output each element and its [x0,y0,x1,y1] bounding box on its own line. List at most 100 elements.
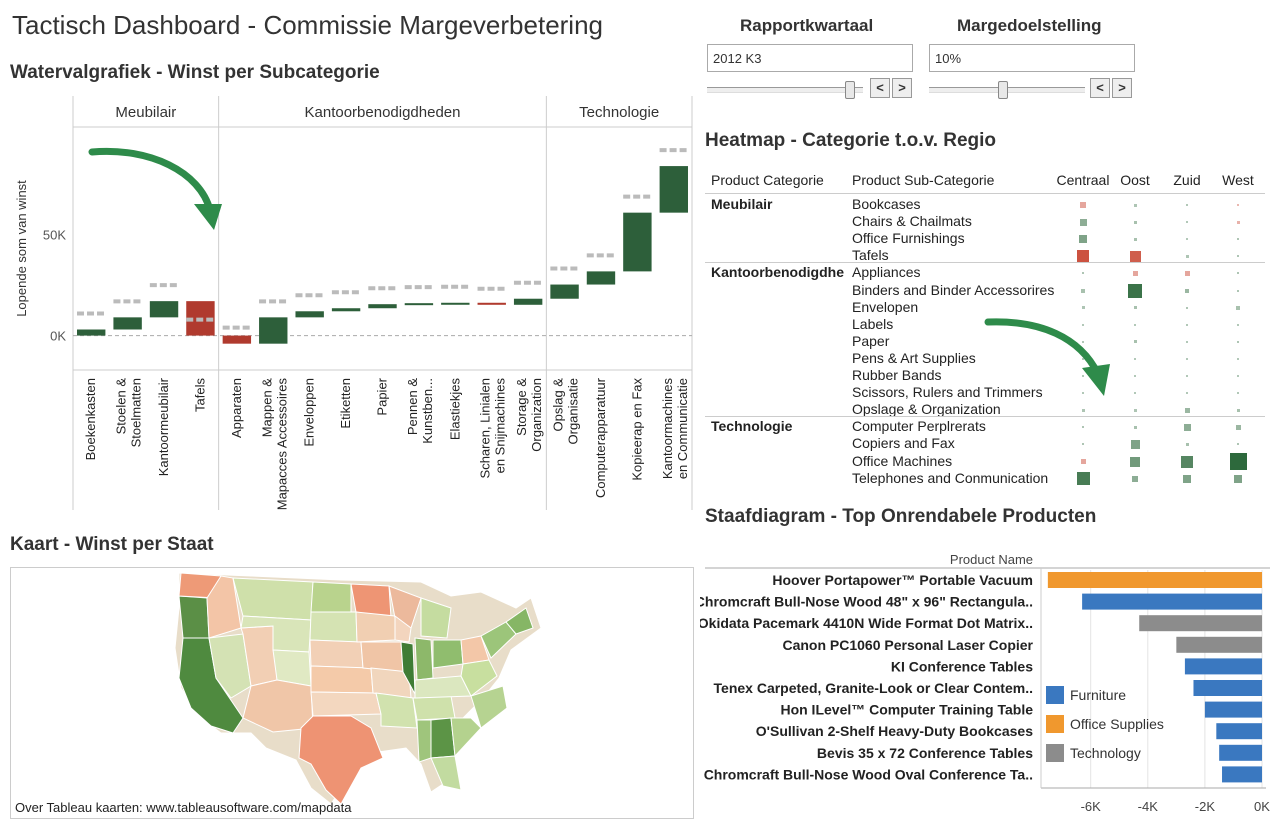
heatmap-region-header[interactable]: West [1222,172,1254,188]
heatmap-cell[interactable] [1081,408,1085,412]
heatmap-cell[interactable] [1237,204,1239,206]
heatmap-cell[interactable] [1183,423,1191,431]
heatmap-cell[interactable] [1237,272,1239,275]
bar-product-label[interactable]: Okidata Pacemark 4410N Wide Format Dot M… [700,615,1033,631]
heatmap-cell[interactable] [1186,238,1188,241]
heatmap-cell[interactable] [1133,340,1137,344]
bar-rect[interactable] [1139,615,1262,632]
bar-product-label[interactable]: Canon PC1060 Personal Laser Copier [782,637,1033,653]
heatmap-cell[interactable] [1134,357,1136,360]
param-margin-input[interactable] [929,44,1135,72]
bar-rect[interactable] [1219,744,1262,761]
heatmap-cell[interactable] [1134,323,1136,326]
bar-product-label[interactable]: O'Sullivan 2-Shelf Heavy-Duty Bookcases [756,723,1033,739]
heatmap-cell[interactable] [1181,455,1193,468]
heatmap-region-header[interactable]: Centraal [1056,172,1110,188]
heatmap-cell[interactable] [1237,340,1239,343]
heatmap-cell[interactable] [1079,218,1087,226]
heatmap-cell[interactable] [1080,459,1086,464]
heatmap-cell[interactable] [1082,443,1084,446]
heatmap-cell[interactable] [1237,375,1239,377]
heatmap-cell[interactable] [1186,375,1188,377]
heatmap-cell[interactable] [1080,202,1086,208]
waterfall-bar[interactable] [222,335,252,344]
waterfall-bar[interactable] [586,271,616,285]
heatmap-cell[interactable] [1133,425,1137,429]
heatmap-cell[interactable] [1185,442,1189,446]
heatmap-cell[interactable] [1133,306,1137,310]
waterfall-bar[interactable] [441,302,470,305]
waterfall-bar[interactable] [113,317,142,330]
bar-product-label[interactable]: KI Conference Tables [891,658,1033,674]
heatmap-cell[interactable] [1186,340,1188,343]
heatmap-cell[interactable] [1184,270,1190,276]
bar-rect[interactable] [1082,593,1262,610]
heatmap-cell[interactable] [1186,221,1188,224]
heatmap-cell[interactable] [1134,375,1136,377]
legend-item-furniture[interactable]: Furniture [1046,686,1164,704]
bar-rect[interactable] [1222,766,1262,783]
waterfall-bar[interactable] [295,311,324,318]
bar-rect[interactable] [1193,680,1262,696]
heatmap-cell[interactable] [1082,340,1084,343]
bar-rect[interactable] [1216,723,1262,740]
bar-rect[interactable] [1204,701,1262,718]
heatmap-cell[interactable] [1236,220,1240,224]
heatmap-cell[interactable] [1186,392,1188,395]
heatmap-cell[interactable] [1082,426,1084,429]
param-quarter-slider[interactable] [707,87,863,93]
waterfall-bar[interactable] [513,298,543,305]
heatmap-col-header[interactable]: Product Categorie [711,172,824,188]
waterfall-bar[interactable] [331,308,361,312]
param-margin-next-button[interactable]: > [1112,78,1132,98]
waterfall-bar[interactable] [77,329,106,336]
heatmap-cell[interactable] [1134,392,1136,395]
heatmap-cell[interactable] [1130,439,1140,449]
heatmap-cell[interactable] [1234,474,1242,483]
bar-product-label[interactable]: Hon ILevel™ Computer Training Table [780,702,1033,718]
heatmap-cell[interactable] [1185,288,1189,293]
heatmap-cell[interactable] [1082,357,1084,360]
heatmap-cell[interactable] [1183,474,1191,483]
heatmap-cell[interactable] [1229,453,1247,470]
heatmap-col-header[interactable]: Product Sub-Categorie [852,172,995,188]
heatmap-cell[interactable] [1132,270,1138,276]
heatmap-cell[interactable] [1133,237,1137,241]
heatmap-cell[interactable] [1237,357,1239,360]
heatmap-cell[interactable] [1129,250,1141,262]
heatmap-cell[interactable] [1186,204,1188,206]
bar-rect[interactable] [1184,658,1262,675]
heatmap-cell[interactable] [1082,323,1084,326]
map-panel[interactable]: Over Tableau kaarten: www.tableausoftwar… [10,567,694,819]
heatmap-cell[interactable] [1237,238,1239,241]
heatmap-cell[interactable] [1186,323,1188,326]
heatmap-cell[interactable] [1077,250,1089,263]
heatmap-cell[interactable] [1133,203,1137,207]
waterfall-bar[interactable] [404,303,434,306]
waterfall-bar[interactable] [659,166,688,213]
waterfall-bar[interactable] [149,301,179,318]
bar-rect[interactable] [1176,636,1262,653]
heatmap-cell[interactable] [1186,357,1188,360]
waterfall-bar[interactable] [550,284,579,299]
heatmap-cell[interactable] [1236,408,1240,412]
bar-product-label[interactable]: Chromcraft Bull-Nose Wood 48" x 96" Rect… [700,594,1033,610]
heatmap-cell[interactable] [1237,289,1239,292]
waterfall-bar[interactable] [259,317,288,344]
bar-product-label[interactable]: Tenex Carpeted, Granite-Look or Clear Co… [714,680,1033,696]
heatmap-cell[interactable] [1132,475,1138,482]
waterfall-bar[interactable] [623,212,652,272]
heatmap-cell[interactable] [1081,306,1085,310]
heatmap-cell[interactable] [1081,288,1085,293]
heatmap-cell[interactable] [1237,255,1239,258]
legend-item-technology[interactable]: Technology [1046,744,1164,762]
heatmap-cell[interactable] [1133,220,1137,224]
heatmap-cell[interactable] [1133,408,1137,412]
heatmap-cell[interactable] [1184,407,1190,413]
param-margin-slider-thumb[interactable] [998,81,1008,99]
heatmap-region-header[interactable]: Zuid [1173,172,1201,188]
heatmap-cell[interactable] [1082,392,1084,395]
bar-product-label[interactable]: Chromcraft Bull-Nose Wood Oval Conferenc… [704,766,1033,782]
map-footer[interactable]: Over Tableau kaarten: www.tableausoftwar… [15,800,352,815]
heatmap-cell[interactable] [1237,443,1239,446]
